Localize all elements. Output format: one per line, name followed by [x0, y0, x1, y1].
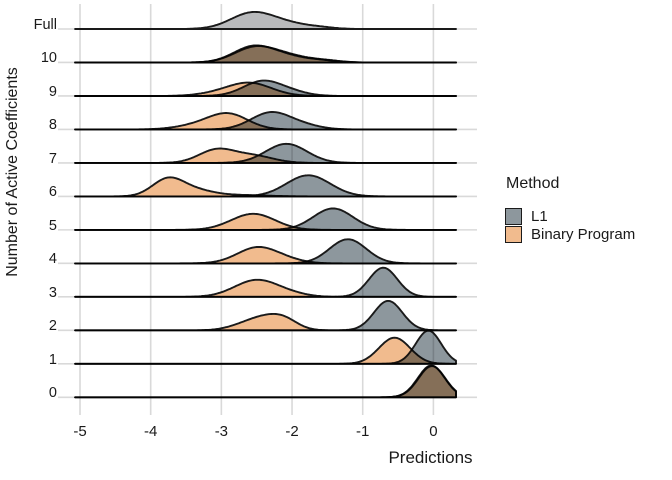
density-l1-row-3 [74, 266, 457, 298]
y-tick-label-2: 2 [48, 318, 57, 335]
y-tick-label-9: 9 [48, 83, 57, 100]
density-l1-row-8 [74, 111, 457, 131]
density-l1-row-1 [74, 329, 457, 365]
x-tick-label--3: -3 [214, 423, 229, 440]
density-binary-program-row-1 [74, 336, 457, 365]
legend-swatch [505, 207, 522, 225]
y-tick-label-10: 10 [40, 50, 57, 67]
legend-label: L1 [531, 207, 548, 225]
legend-entry-binary-program: Binary Program [505, 225, 635, 243]
density-binary-program-row-4 [74, 246, 457, 265]
x-tick-label-0: 0 [429, 423, 438, 440]
y-tick-label-8: 8 [48, 117, 57, 134]
density-l1-row-2 [74, 299, 457, 332]
y-tick-label-1: 1 [48, 351, 57, 368]
legend-label: Binary Program [531, 225, 636, 243]
x-tick-label--4: -4 [144, 423, 158, 440]
legend-entry-l1: L1 [505, 207, 635, 225]
density-l1-row-0 [74, 365, 457, 399]
y-tick-label-3: 3 [48, 284, 57, 301]
x-tick-label--1: -1 [356, 423, 370, 440]
density-binary-program-row-5 [74, 212, 457, 231]
density-l1-row-4 [74, 238, 457, 265]
density-l1-row-7 [74, 142, 457, 164]
density-l1-row-6 [74, 174, 457, 198]
y-tick-label-6: 6 [48, 184, 57, 201]
y-tick-label-7: 7 [48, 150, 57, 167]
x-tick-label--2: -2 [285, 423, 299, 440]
density-full-row-full [74, 10, 457, 30]
y-tick-label-0: 0 [48, 385, 57, 402]
y-tick-label-4: 4 [48, 251, 57, 268]
y-tick-label-full: Full [33, 17, 57, 33]
x-axis-title: Predictions [388, 448, 473, 467]
density-l1-row-9 [74, 79, 457, 97]
legend: Method L1 Binary Program [505, 175, 635, 243]
x-tick-label--5: -5 [73, 423, 87, 440]
legend-title: Method [506, 175, 560, 192]
density-binary-program-row-0 [74, 364, 457, 399]
legend-swatch [505, 225, 522, 243]
y-tick-label-5: 5 [48, 217, 57, 234]
density-l1-row-5 [74, 207, 457, 231]
density-l1-row-10 [74, 45, 457, 64]
